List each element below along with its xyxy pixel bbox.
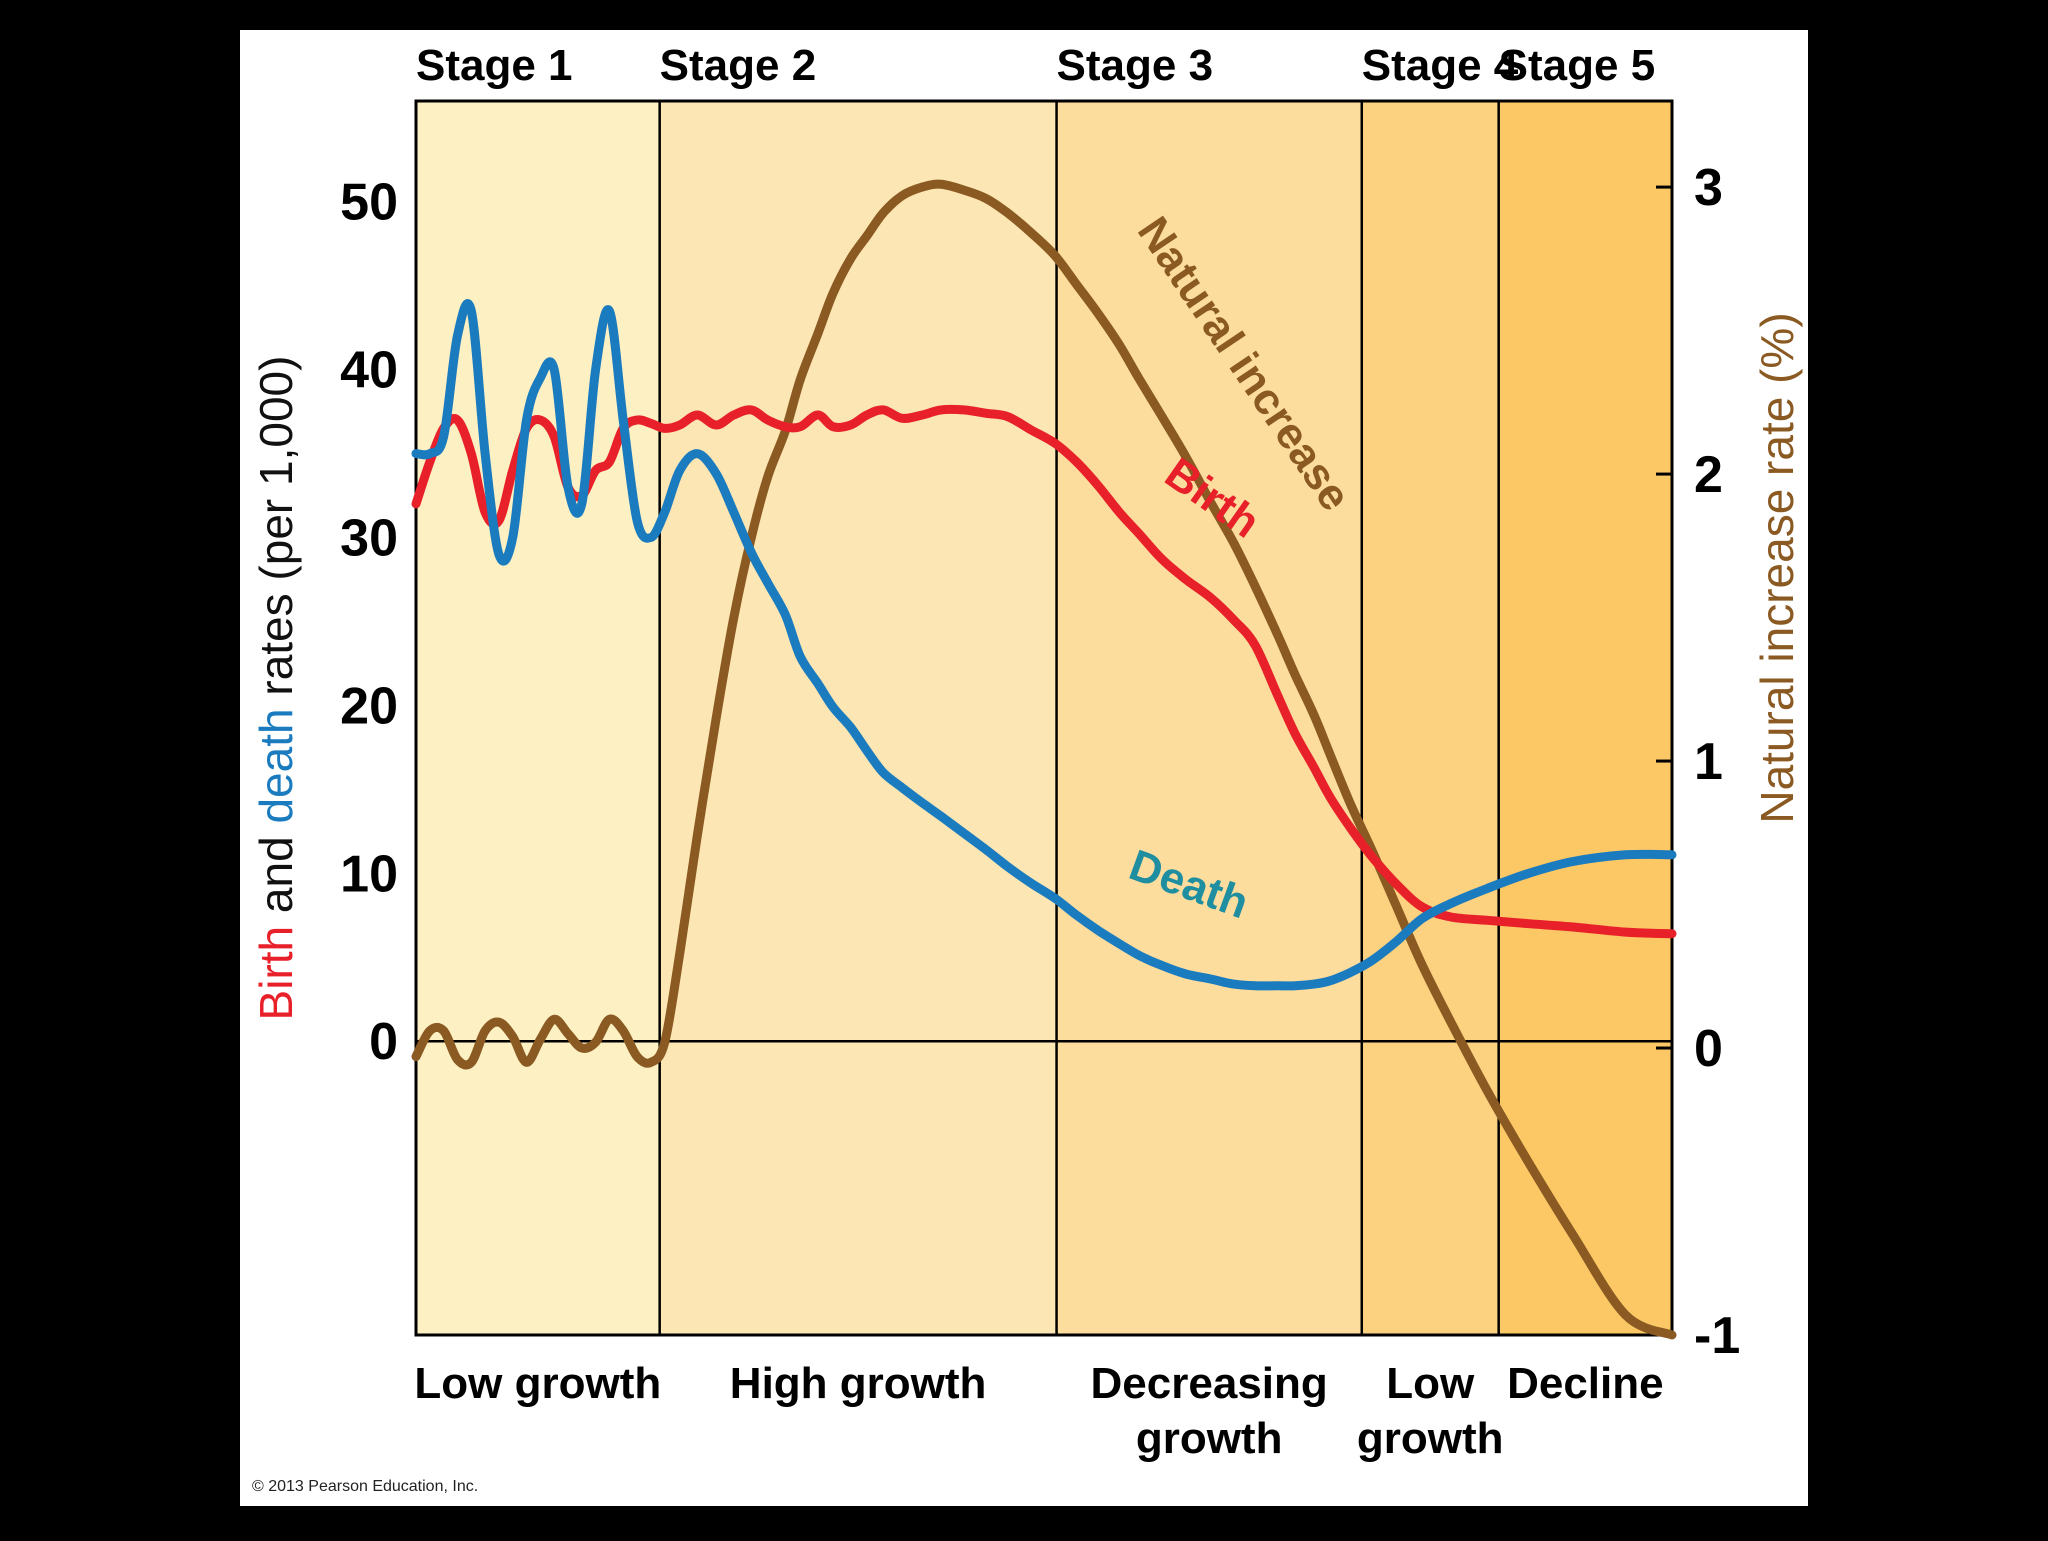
left-axis-title-part-1: Birth bbox=[250, 926, 302, 1021]
stage-band-1 bbox=[416, 101, 660, 1335]
left-tick-label-50: 50 bbox=[340, 174, 398, 232]
phase-label-1: Low growth bbox=[414, 1359, 661, 1408]
plot-frame bbox=[414, 99, 1674, 1337]
stage-band-2 bbox=[659, 101, 1057, 1335]
phase-label-3-line-2: growth bbox=[1136, 1414, 1283, 1463]
right-axis-title: Natural increase rate (%) bbox=[1751, 312, 1803, 823]
left-tick-label-40: 40 bbox=[340, 342, 398, 400]
stage-title-3: Stage 3 bbox=[1057, 41, 1214, 90]
stage-title-2: Stage 2 bbox=[660, 41, 817, 90]
death-line bbox=[411, 299, 1677, 991]
phase-label-2: High growth bbox=[730, 1359, 987, 1408]
stage-title-4: Stage 4 bbox=[1362, 41, 1519, 90]
right-tick-label-2: 2 bbox=[1694, 446, 1723, 504]
birth-line bbox=[411, 404, 1677, 939]
stage-band-5 bbox=[1498, 101, 1672, 1335]
copyright-notice: © 2013 Pearson Education, Inc. bbox=[252, 1478, 478, 1495]
left-tick-label-20: 20 bbox=[340, 677, 398, 735]
stage-band-4 bbox=[1361, 101, 1499, 1335]
left-axis-title-part-2: and bbox=[250, 824, 302, 926]
phase-label-5: Decline bbox=[1507, 1359, 1664, 1408]
left-tick-label-10: 10 bbox=[340, 845, 398, 903]
natural-increase-line bbox=[411, 179, 1677, 1340]
left-axis-title-part-4: rates (per 1,000) bbox=[250, 356, 302, 709]
left-tick-label-0: 0 bbox=[369, 1013, 398, 1071]
right-tick-label-3: 3 bbox=[1694, 159, 1723, 217]
left-axis-title-part-3: death bbox=[250, 708, 302, 823]
phase-label-4-line-1: Low bbox=[1386, 1359, 1475, 1408]
left-axis-title: Birth and death rates (per 1,000) bbox=[250, 356, 302, 1021]
right-axis-title-part-1: Natural increase rate (%) bbox=[1751, 312, 1803, 823]
phase-label-4-line-2: growth bbox=[1357, 1414, 1504, 1463]
right-tick-label-0: 0 bbox=[1694, 1020, 1723, 1078]
right-tick-label-1: 1 bbox=[1694, 733, 1723, 791]
stage-title-5: Stage 5 bbox=[1499, 41, 1656, 90]
left-tick-label-30: 30 bbox=[340, 510, 398, 568]
right-tick-label--1: -1 bbox=[1694, 1307, 1740, 1365]
stage-title-1: Stage 1 bbox=[416, 41, 573, 90]
phase-label-3-line-1: Decreasing bbox=[1091, 1359, 1328, 1408]
